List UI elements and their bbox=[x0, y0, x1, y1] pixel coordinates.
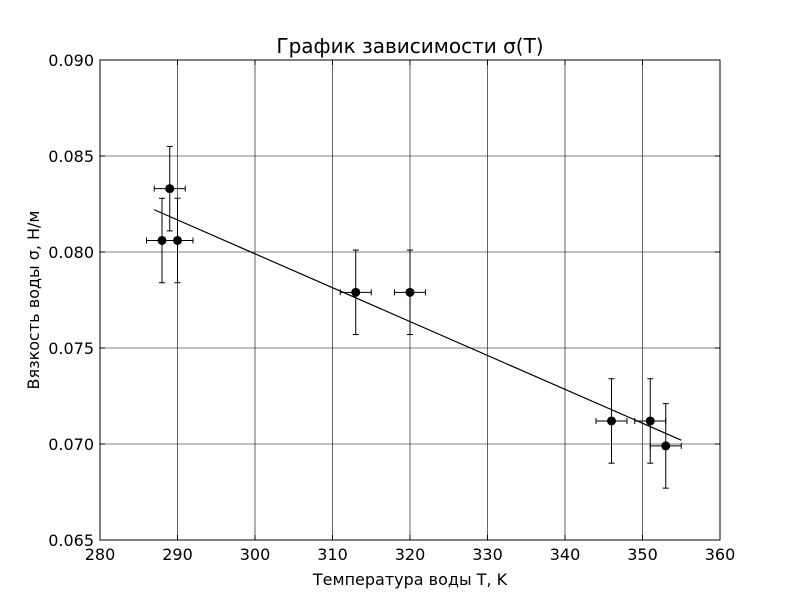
x-tick-label: 300 bbox=[240, 545, 271, 564]
data-point bbox=[165, 184, 175, 194]
data-point bbox=[351, 287, 361, 297]
y-tick-label: 0.070 bbox=[48, 435, 94, 454]
data-point bbox=[645, 416, 655, 426]
chart-title: График зависимости σ(T) bbox=[276, 34, 543, 58]
y-tick-label: 0.085 bbox=[48, 147, 94, 166]
x-tick-label: 340 bbox=[550, 545, 581, 564]
x-tick-label: 310 bbox=[317, 545, 348, 564]
data-point bbox=[661, 441, 671, 451]
data-point bbox=[405, 287, 415, 297]
data-point-group bbox=[161, 197, 194, 284]
x-axis: 280 290 300 310 320 330 340 350 360 bbox=[85, 60, 736, 564]
data-point-group bbox=[649, 403, 682, 489]
data-point bbox=[607, 416, 616, 426]
x-tick-label: 330 bbox=[472, 545, 503, 564]
data-point bbox=[173, 235, 182, 245]
fit-line-group bbox=[154, 209, 682, 441]
y-tick-label: 0.080 bbox=[48, 243, 94, 262]
x-axis-label: Температура воды T, K bbox=[312, 570, 508, 589]
x-tick-label: 290 bbox=[162, 545, 193, 564]
x-tick-label: 350 bbox=[627, 545, 658, 564]
data-point-group bbox=[394, 249, 426, 336]
y-axis-label: Вязкость воды σ, Н/м bbox=[24, 211, 43, 390]
x-tick-label: 360 bbox=[705, 545, 736, 564]
fit-line bbox=[154, 209, 682, 441]
y-tick-label: 0.090 bbox=[48, 51, 94, 70]
y-axis: 0.065 0.070 0.075 0.080 0.085 0.090 bbox=[48, 51, 720, 550]
data-point-group bbox=[634, 378, 667, 464]
x-tick-label: 280 bbox=[85, 545, 116, 564]
x-tick-label: 320 bbox=[395, 545, 426, 564]
data-point-group bbox=[339, 249, 372, 336]
data-point-group bbox=[595, 378, 628, 464]
data-points bbox=[146, 145, 682, 489]
y-tick-label: 0.075 bbox=[48, 339, 94, 358]
y-tick-label: 0.065 bbox=[48, 531, 94, 550]
data-point-group bbox=[153, 145, 186, 232]
